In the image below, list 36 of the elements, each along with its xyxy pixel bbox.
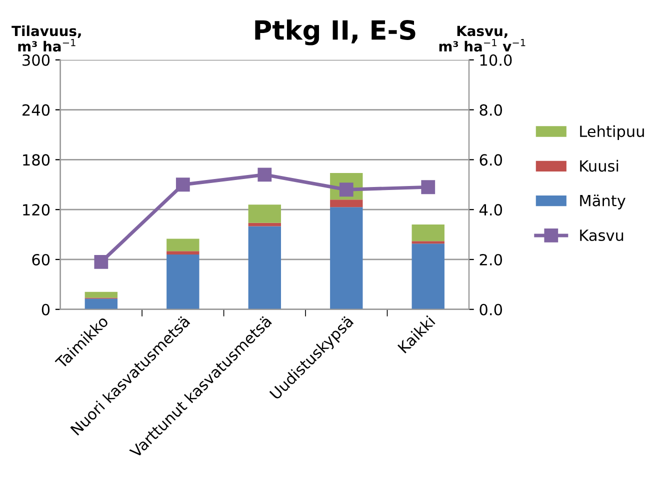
legend-label: Mänty [580, 194, 626, 210]
bar [166, 238, 200, 252]
bar [248, 204, 281, 223]
bar [166, 254, 200, 310]
y-tick-label: 60 [32, 254, 50, 266]
point [94, 255, 108, 269]
y2-tick-label: 0.0 [480, 304, 502, 316]
bar [330, 200, 363, 208]
y2-tick-label: 4.0 [479, 204, 502, 216]
y-tick-label: 120 [23, 204, 50, 216]
y-tick-label: 300 [22, 54, 50, 66]
legend-label: Kuusi [580, 160, 618, 172]
legend-label: Lehtipuu [580, 125, 644, 140]
point [176, 178, 190, 192]
y-tick-label: 240 [22, 104, 50, 116]
bar [412, 244, 444, 310]
bar [166, 251, 200, 254]
bar [412, 224, 444, 242]
bar [84, 292, 118, 298]
bar [248, 222, 281, 226]
y-tick-label: 180 [23, 154, 50, 166]
legend-label: Kasvu [580, 230, 624, 242]
bar [412, 241, 444, 244]
point [421, 180, 436, 194]
y2-tick-label: 10.0 [480, 54, 512, 66]
y2-axis-title: Kasvu, m³ ha$^{−1}$ v$^{−1}$ [439, 26, 526, 52]
bar [84, 298, 118, 310]
bar [330, 207, 363, 310]
point [258, 168, 272, 182]
y2-tick-label: 8.0 [480, 104, 502, 116]
bar [248, 226, 281, 310]
y2-tick-label: 2.0 [480, 254, 502, 266]
y-axis-title: Tilavuus, m³ ha$^{−1}$ [12, 25, 81, 52]
chart-title: Ptkg II, E-S [255, 20, 416, 46]
y2-tick-label: 6.0 [480, 154, 502, 166]
y-tick-label: 0 [42, 304, 50, 316]
